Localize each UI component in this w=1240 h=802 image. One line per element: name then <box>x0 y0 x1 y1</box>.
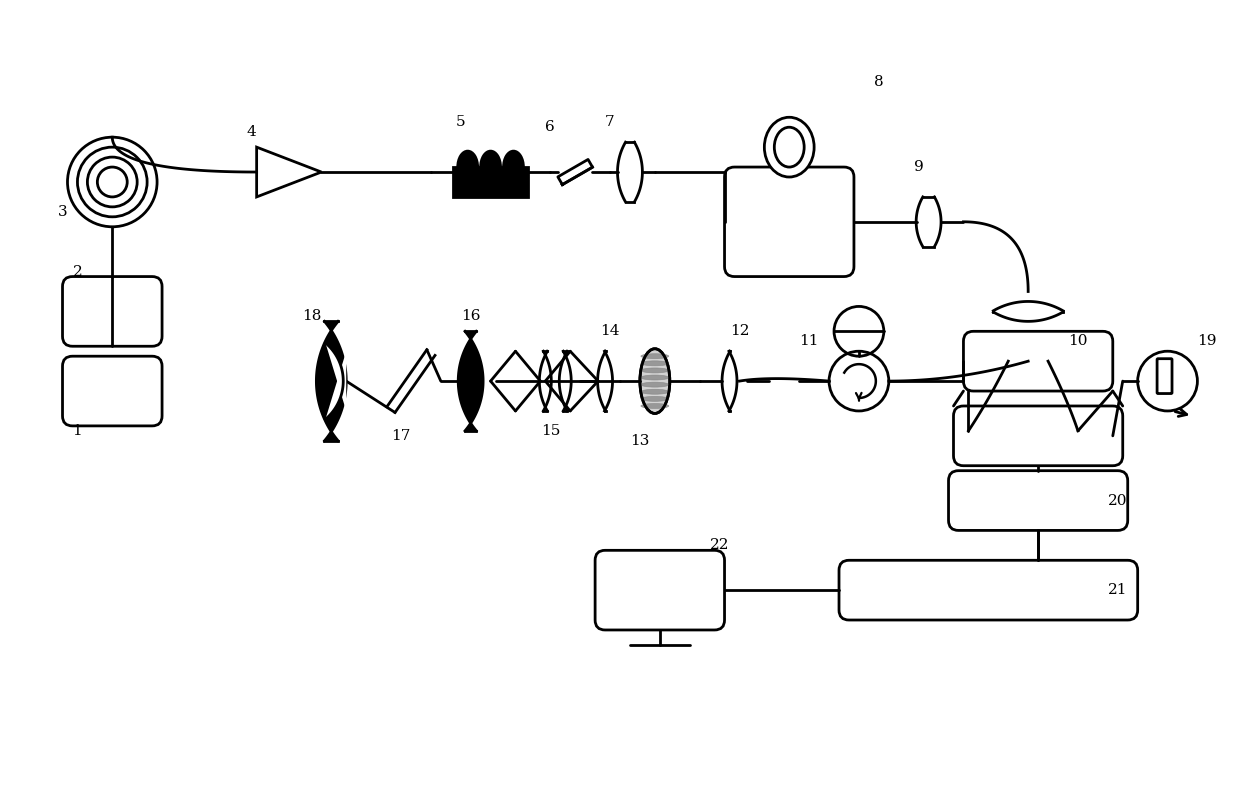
Text: 7: 7 <box>605 115 615 129</box>
Text: 22: 22 <box>709 538 729 553</box>
Text: 10: 10 <box>1068 334 1087 348</box>
Text: 1: 1 <box>73 424 82 438</box>
Ellipse shape <box>641 396 668 401</box>
Text: 12: 12 <box>729 324 749 338</box>
Polygon shape <box>722 351 737 411</box>
FancyBboxPatch shape <box>1157 358 1172 394</box>
Text: 6: 6 <box>546 120 556 134</box>
Text: 9: 9 <box>914 160 924 174</box>
Polygon shape <box>598 351 613 411</box>
FancyBboxPatch shape <box>62 356 162 426</box>
FancyBboxPatch shape <box>949 471 1127 530</box>
Text: 18: 18 <box>301 310 321 323</box>
Ellipse shape <box>481 151 501 183</box>
Polygon shape <box>325 343 346 419</box>
Ellipse shape <box>641 389 668 395</box>
FancyBboxPatch shape <box>595 550 724 630</box>
Text: 13: 13 <box>630 434 650 448</box>
Text: 11: 11 <box>800 334 818 348</box>
Polygon shape <box>916 197 941 247</box>
Polygon shape <box>539 351 552 411</box>
Ellipse shape <box>641 383 668 387</box>
Polygon shape <box>559 351 572 411</box>
Ellipse shape <box>641 361 668 366</box>
Polygon shape <box>558 160 593 184</box>
Ellipse shape <box>641 354 668 358</box>
FancyBboxPatch shape <box>839 561 1137 620</box>
Ellipse shape <box>641 375 668 380</box>
Polygon shape <box>459 331 484 431</box>
Ellipse shape <box>640 349 670 414</box>
Text: 20: 20 <box>1109 493 1127 508</box>
Polygon shape <box>316 322 346 441</box>
Polygon shape <box>993 302 1063 322</box>
Text: 5: 5 <box>456 115 465 129</box>
Polygon shape <box>618 142 642 202</box>
FancyBboxPatch shape <box>62 277 162 346</box>
Text: 17: 17 <box>392 429 410 443</box>
Ellipse shape <box>641 403 668 408</box>
Text: 19: 19 <box>1198 334 1218 348</box>
Bar <box>453 167 528 197</box>
FancyBboxPatch shape <box>963 331 1112 391</box>
Text: 15: 15 <box>541 424 560 438</box>
Text: 8: 8 <box>874 75 884 90</box>
Text: 2: 2 <box>73 265 82 278</box>
Text: 3: 3 <box>58 205 67 219</box>
FancyBboxPatch shape <box>724 167 854 277</box>
Ellipse shape <box>503 151 523 183</box>
Text: 14: 14 <box>600 324 620 338</box>
FancyBboxPatch shape <box>954 406 1122 466</box>
Ellipse shape <box>641 368 668 373</box>
Text: 21: 21 <box>1109 583 1127 597</box>
Text: 16: 16 <box>461 310 480 323</box>
Ellipse shape <box>458 151 477 183</box>
Ellipse shape <box>764 117 815 177</box>
Text: 4: 4 <box>247 125 257 140</box>
Ellipse shape <box>774 128 805 167</box>
